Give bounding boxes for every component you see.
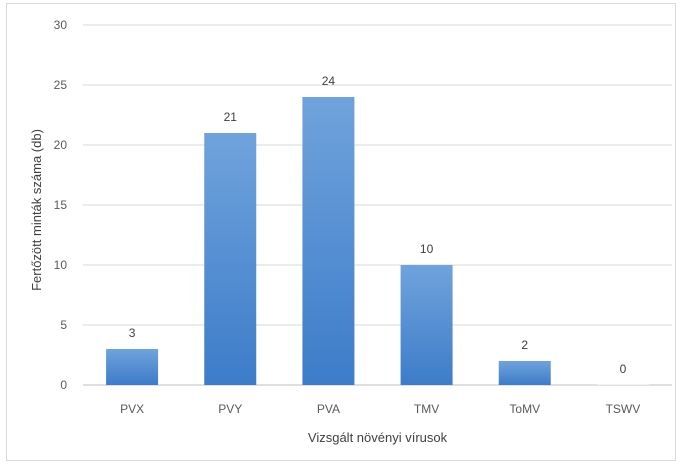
bars bbox=[106, 97, 649, 385]
data-label-pva: 24 bbox=[322, 74, 336, 88]
data-label-tomv: 2 bbox=[521, 338, 528, 352]
y-axis-title: Fertőzött minták száma (db) bbox=[29, 129, 44, 291]
x-tick-label: PVY bbox=[218, 402, 242, 416]
data-labels: 3 21 24 10 2 0 bbox=[129, 74, 627, 376]
x-axis-title: Vizsgált növényi vírusok bbox=[308, 430, 448, 445]
y-tick-label: 20 bbox=[54, 138, 68, 152]
x-tick-label: TSWV bbox=[606, 402, 641, 416]
y-tick-label: 25 bbox=[54, 78, 68, 92]
data-label-pvx: 3 bbox=[129, 326, 136, 340]
y-tick-label: 0 bbox=[60, 378, 67, 392]
x-tick-label: TMV bbox=[414, 402, 439, 416]
bar-tswv bbox=[596, 384, 649, 385]
bar-tomv bbox=[498, 361, 551, 385]
bar-pvy bbox=[204, 133, 257, 385]
y-axis-ticks: 0 5 10 15 20 25 30 bbox=[54, 18, 68, 392]
x-axis-ticks: PVX PVY PVA TMV ToMV TSWV bbox=[120, 402, 640, 416]
data-label-tswv: 0 bbox=[620, 362, 627, 376]
gridlines bbox=[83, 24, 672, 386]
y-tick-label: 10 bbox=[54, 258, 68, 272]
bar-pva bbox=[302, 97, 355, 385]
data-label-pvy: 21 bbox=[224, 110, 238, 124]
bar-pvx bbox=[106, 349, 159, 385]
x-tick-label: PVX bbox=[120, 402, 144, 416]
y-tick-label: 30 bbox=[54, 18, 68, 32]
x-tick-label: ToMV bbox=[509, 402, 540, 416]
y-tick-label: 15 bbox=[54, 198, 68, 212]
y-tick-label: 5 bbox=[60, 318, 67, 332]
data-label-tmv: 10 bbox=[420, 242, 434, 256]
bar-tmv bbox=[400, 265, 453, 385]
x-tick-label: PVA bbox=[317, 402, 340, 416]
